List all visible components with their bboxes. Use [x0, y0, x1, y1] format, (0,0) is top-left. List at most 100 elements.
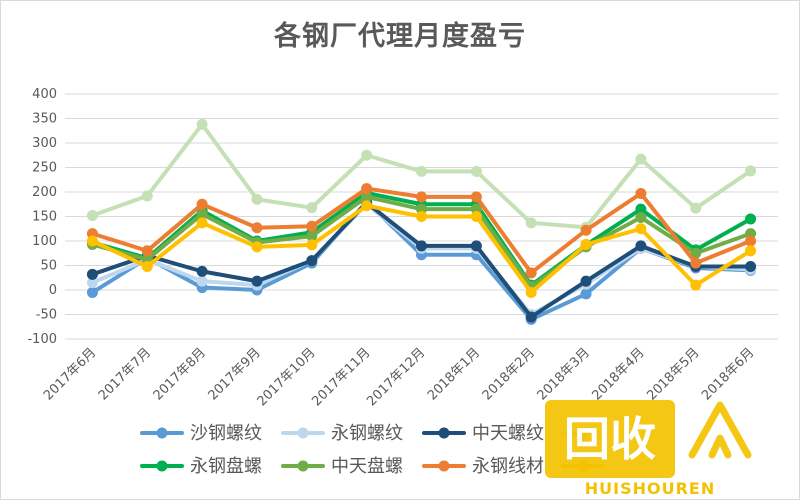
legend-item: 永钢线材: [422, 456, 544, 477]
data-point: [635, 153, 647, 165]
data-point: [525, 286, 537, 298]
legend-label: 永钢线材: [472, 456, 544, 477]
y-tick-label: 300: [32, 136, 57, 151]
data-point: [251, 193, 263, 205]
x-tick-label: 2017年8月: [151, 345, 209, 403]
legend-label: 中天盘螺: [331, 456, 403, 477]
x-tick-label: 2017年7月: [96, 345, 154, 403]
y-tick-label: 250: [32, 161, 57, 176]
y-axis-ticks: -100 -50 0 50 100 150 200 250 300 350 400: [27, 87, 57, 347]
watermark-logo: 回收 HUISHOUREN: [545, 400, 752, 498]
data-point: [635, 240, 647, 252]
legend-item: 永钢螺纹: [281, 423, 403, 444]
legend-swatch-marker: [156, 427, 168, 439]
series-7: [86, 183, 757, 279]
x-tick-label: 2017年9月: [206, 345, 264, 403]
data-point: [86, 286, 98, 298]
x-tick-label: 2018年3月: [535, 345, 593, 403]
data-point: [416, 211, 427, 222]
y-tick-label: 50: [40, 259, 57, 274]
watermark-text: HUISHOUREN: [585, 479, 715, 498]
data-point: [635, 187, 647, 199]
y-tick-label: 100: [32, 234, 57, 249]
data-point: [196, 198, 208, 210]
data-point: [745, 165, 757, 177]
data-point: [470, 240, 482, 252]
data-point: [525, 267, 537, 279]
legend-item: 中天螺纹: [422, 423, 544, 444]
legend-item: 中天盘螺: [281, 456, 403, 477]
series-8: [86, 200, 757, 298]
data-point: [86, 210, 98, 222]
data-point: [251, 241, 263, 253]
data-point: [470, 211, 482, 222]
data-point: [196, 217, 208, 229]
x-tick-label: 2018年5月: [644, 345, 702, 403]
data-point: [196, 275, 208, 287]
x-tick-label: 2017年6月: [41, 345, 99, 403]
legend-item: 永钢盘螺: [140, 456, 262, 477]
data-point: [86, 268, 98, 280]
data-point: [690, 279, 702, 291]
data-point: [416, 240, 427, 252]
data-point: [306, 239, 318, 251]
data-point: [580, 224, 592, 236]
y-tick-label: 350: [32, 112, 57, 127]
data-point: [525, 217, 537, 229]
data-point: [635, 223, 647, 235]
data-point: [306, 202, 318, 214]
data-point: [470, 191, 482, 203]
data-point: [306, 220, 318, 232]
x-tick-label: 2018年1月: [425, 345, 483, 403]
data-point: [416, 191, 427, 203]
data-point: [361, 149, 373, 161]
data-point: [635, 211, 647, 223]
x-tick-label: 2018年6月: [699, 345, 757, 403]
y-tick-label: 200: [32, 185, 57, 200]
legend-label: 永钢盘螺: [190, 456, 262, 477]
data-point: [141, 260, 153, 272]
legend-label: 永钢螺纹: [331, 423, 403, 444]
legend-swatch-marker: [297, 460, 309, 472]
chart-title: 各钢厂代理月度盈亏: [274, 21, 526, 52]
x-tick-label: 2018年4月: [589, 345, 647, 403]
data-point: [141, 190, 153, 202]
data-point: [690, 202, 702, 214]
data-point: [580, 238, 592, 250]
data-point: [470, 165, 482, 177]
data-point: [361, 200, 373, 212]
data-point: [251, 275, 263, 287]
legend-item: 沙钢螺纹: [140, 423, 262, 444]
legend-label: 沙钢螺纹: [190, 423, 262, 444]
watermark-logo-chars: 回收: [564, 412, 656, 466]
x-tick-label: 2018年2月: [480, 345, 538, 403]
series-4: [86, 118, 757, 233]
data-point: [580, 275, 592, 287]
data-point: [196, 118, 208, 130]
data-point: [361, 183, 373, 195]
y-tick-label: 400: [32, 87, 57, 102]
legend-swatch-marker: [156, 460, 168, 472]
legend-label: 中天螺纹: [472, 423, 544, 444]
data-point: [525, 311, 537, 323]
data-point: [745, 260, 757, 272]
data-point: [745, 213, 757, 225]
y-tick-label: 150: [32, 210, 57, 225]
data-point: [416, 165, 427, 177]
data-point: [86, 235, 98, 247]
y-tick-label: 0: [49, 283, 57, 298]
y-tick-label: -50: [36, 308, 57, 323]
data-point: [141, 245, 153, 257]
data-point: [306, 255, 318, 267]
y-tick-label: -100: [27, 332, 57, 347]
series-group: [86, 118, 757, 325]
legend-swatch-marker: [297, 427, 309, 439]
x-axis-ticks: 2017年6月2017年7月2017年8月2017年9月2017年10月2017…: [41, 345, 757, 409]
data-point: [251, 222, 263, 234]
data-point: [690, 257, 702, 269]
data-point: [196, 265, 208, 277]
data-point: [580, 288, 592, 300]
data-point: [745, 245, 757, 257]
